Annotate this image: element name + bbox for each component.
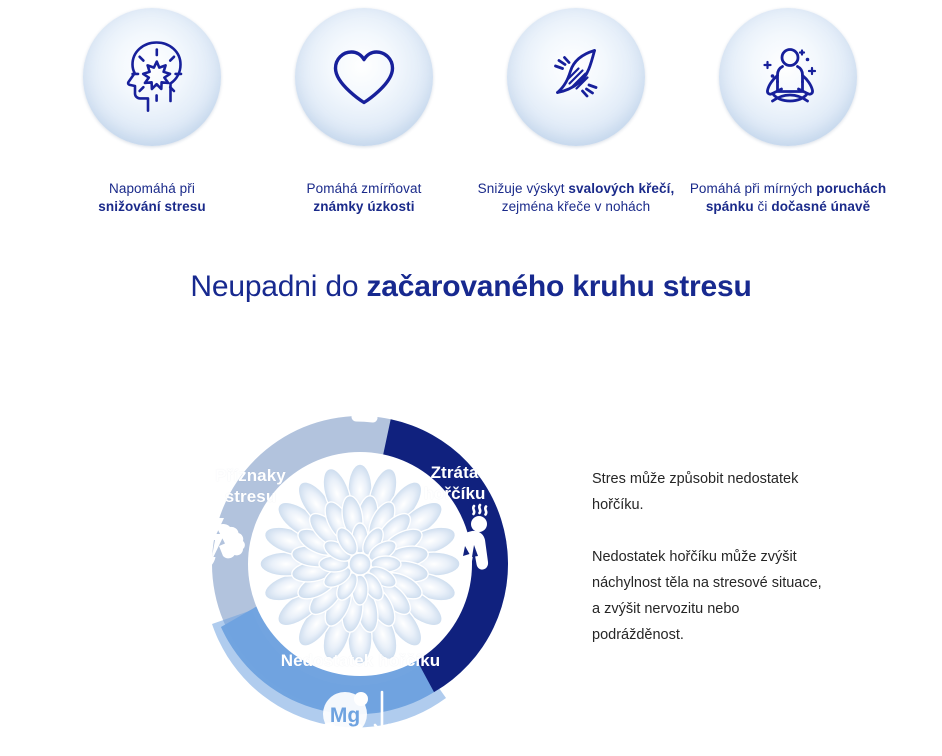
benefit-item-sleep: Pomáhá při mírných poruchách spánku či d… xyxy=(682,8,894,216)
body-paragraph-1: Stres může způsobit nedostatek hořčíku. xyxy=(592,471,799,513)
benefit-caption-line2: známky úzkosti xyxy=(313,199,415,214)
headline-bold: začarovaného kruhu stresu xyxy=(366,270,752,303)
heart-outline-icon xyxy=(322,35,406,119)
benefit-caption: Napomáhá při snižování stresu xyxy=(98,180,205,216)
benefit-orb xyxy=(295,8,433,146)
cycle-label-deficiency: Nedostatek hořčíku xyxy=(248,650,473,671)
benefit-caption-line2-mid: či xyxy=(753,199,772,214)
benefit-caption-line1-pre: Pomáhá při mírných xyxy=(689,181,817,196)
cycle-label-stress: Příznaky stresu xyxy=(188,465,313,507)
cycle-label-loss: Ztráta hořčíku xyxy=(392,462,517,504)
brain-lightning-icon xyxy=(184,510,252,572)
svg-text:Mg: Mg xyxy=(330,704,360,727)
cycle-label-stress-line2: stresu xyxy=(224,487,277,506)
benefit-item-anxiety: Pomáhá zmírňovat známky úzkosti xyxy=(258,8,470,216)
benefit-caption: Pomáhá při mírných poruchách spánku či d… xyxy=(690,180,886,216)
benefit-caption-line2-bold-a: spánku xyxy=(705,199,754,214)
benefit-caption: Pomáhá zmírňovat známky úzkosti xyxy=(307,180,422,216)
benefit-orb xyxy=(719,8,857,146)
benefit-caption: Snižuje výskyt svalových křečí, zejména … xyxy=(478,180,675,216)
meditation-lotus-icon xyxy=(746,35,830,119)
cycle-gaps xyxy=(351,412,378,423)
benefit-caption-line1-pre: Snižuje výskyt xyxy=(477,181,569,196)
tired-person-icon xyxy=(438,502,496,574)
benefit-caption-line1-bold: svalových křečí, xyxy=(568,181,675,196)
benefit-item-cramps: Snižuje výskyt svalových křečí, zejména … xyxy=(470,8,682,216)
vicious-cycle-diagram: Příznaky stresu Ztráta hořčíku Nedostate… xyxy=(160,372,560,756)
page-headline: Neupadni do začarovaného kruhu stresu xyxy=(0,268,942,306)
muscle-cramp-icon xyxy=(534,35,618,119)
benefit-orb xyxy=(83,8,221,146)
benefit-caption-line1-bold: poruchách xyxy=(816,181,887,196)
cycle-label-deficiency-line1: Nedostatek hořčíku xyxy=(280,651,441,670)
cycle-label-loss-line1: Ztráta xyxy=(430,463,479,482)
body-paragraph-2: Nedostatek hořčíku může zvýšit náchylnos… xyxy=(592,549,822,643)
cycle-label-loss-line2: hořčíku xyxy=(423,484,486,503)
benefit-caption-line2-bold-b: dočasné únavě xyxy=(771,199,871,214)
benefit-caption-line2: snižování stresu xyxy=(98,199,206,214)
benefit-caption-line1: Napomáhá při xyxy=(108,181,195,196)
cycle-segment-deficiency-outer xyxy=(212,610,446,728)
benefits-row: Napomáhá při snižování stresu Pomáhá zmí… xyxy=(0,0,942,216)
mandala-lotus-icon xyxy=(259,463,461,665)
mg-molecule-down-arrow-icon: Mg xyxy=(312,684,398,746)
cycle-rings-svg xyxy=(212,412,508,728)
benefit-caption-line1: Pomáhá zmírňovat xyxy=(306,181,422,196)
headline-plain: Neupadni do xyxy=(190,270,367,303)
benefit-caption-line2: zejména křeče v nohách xyxy=(501,199,651,214)
cycle-label-stress-line1: Příznaky xyxy=(215,466,286,485)
benefit-item-stress: Napomáhá při snižování stresu xyxy=(46,8,258,216)
head-with-starburst-icon xyxy=(110,35,194,119)
benefit-orb xyxy=(507,8,645,146)
cycle-segment-loss xyxy=(382,419,508,693)
body-copy: Stres může způsobit nedostatek hořčíku. … xyxy=(592,466,832,648)
